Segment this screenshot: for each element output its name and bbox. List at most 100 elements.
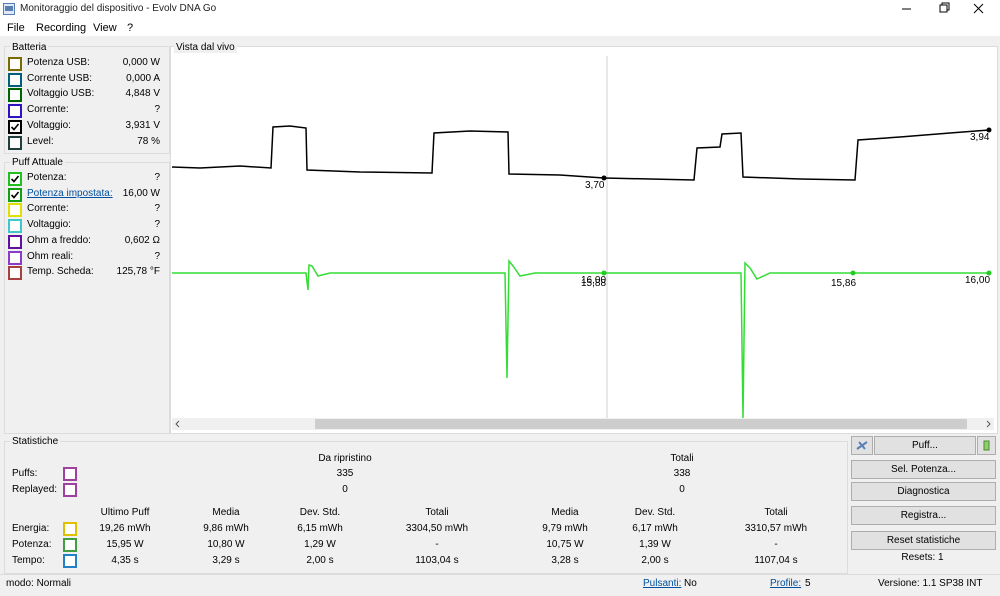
row-label: Corrente USB: — [27, 72, 93, 84]
live-chart — [172, 56, 992, 418]
stat-value: 1103,04 s — [415, 555, 459, 566]
row-value: ? — [154, 250, 160, 262]
row-label: Corrente: — [27, 104, 69, 116]
action-button[interactable]: Diagnostica — [851, 482, 996, 501]
row-label: Voltaggio: — [27, 219, 71, 231]
status-value: 5 — [805, 578, 811, 589]
stat-value: 3310,57 mWh — [744, 523, 808, 534]
chart-label: 16,00 — [965, 275, 991, 286]
puff-group — [4, 162, 170, 434]
action-button[interactable]: Registra... — [851, 506, 996, 525]
stat-value: 10,75 W — [546, 539, 584, 550]
row-label: Ohm reali: — [27, 250, 74, 262]
column-header: Media — [212, 507, 240, 518]
trace-marker — [601, 270, 607, 276]
app-icon — [3, 3, 15, 15]
column-header: Dev. Std. — [299, 507, 341, 518]
scroll-thumb[interactable] — [315, 419, 967, 429]
checkbox[interactable] — [8, 135, 22, 150]
row-label: Voltaggio: — [27, 119, 71, 131]
row-value: ? — [154, 104, 160, 116]
icon-button[interactable] — [977, 436, 996, 455]
checkbox[interactable] — [63, 554, 77, 568]
checkbox[interactable] — [63, 483, 77, 497]
count-value: 0 — [342, 484, 348, 495]
puff-button[interactable]: Puff... — [874, 436, 976, 455]
row-label: Potenza: — [12, 539, 52, 550]
count-value: 338 — [673, 468, 691, 479]
stat-value: 1107,04 s — [754, 555, 798, 566]
menu-item[interactable]: File — [7, 22, 25, 34]
row-label: Corrente: — [27, 203, 69, 215]
status-mode: modo: Normali — [6, 578, 72, 589]
status-bar — [0, 574, 1000, 596]
row-value: ? — [154, 219, 160, 231]
stat-value: 19,26 mWh — [99, 523, 151, 534]
menu-item[interactable]: Recording — [36, 22, 87, 34]
checkbox[interactable] — [8, 172, 22, 186]
checkbox[interactable] — [8, 72, 22, 87]
column-header: Dev. Std. — [634, 507, 676, 518]
checkbox[interactable] — [8, 187, 22, 202]
row-label: Potenza: — [27, 172, 67, 183]
stat-value: 1,29 W — [304, 539, 336, 550]
live-view-title: Vista dal vivo — [174, 42, 237, 53]
resets-label: Resets: 1 — [901, 552, 944, 563]
status-link[interactable]: Pulsanti: — [643, 578, 682, 589]
row-label: Potenza USB: — [27, 57, 90, 68]
power-trace — [172, 258, 989, 418]
checkbox[interactable] — [8, 219, 22, 234]
checkbox[interactable] — [8, 119, 22, 134]
window-controls[interactable] — [890, 0, 1000, 18]
group-header: Da ripristino — [318, 453, 372, 464]
checkbox[interactable] — [8, 266, 22, 281]
checkbox[interactable] — [63, 467, 77, 481]
checkbox[interactable] — [8, 57, 22, 71]
column-header: Media — [551, 507, 579, 518]
group-title: Puff Attuale — [10, 157, 65, 168]
row-label[interactable]: Potenza impostata: — [27, 187, 113, 199]
status-version: Versione: 1.1 SP38 INT — [878, 578, 983, 589]
checkbox[interactable] — [8, 104, 22, 119]
chart-label: 15,88 — [581, 278, 607, 289]
checkbox[interactable] — [63, 522, 77, 536]
live-view-group — [170, 46, 998, 434]
checkbox[interactable] — [8, 250, 22, 265]
column-header: Totali — [425, 507, 449, 518]
scroll-arrows[interactable] — [174, 419, 994, 429]
action-button[interactable]: Sel. Potenza... — [851, 460, 996, 479]
row-label: Level: — [27, 135, 54, 147]
column-header: Totali — [764, 507, 788, 518]
row-label: Ohm a freddo: — [27, 234, 91, 246]
row-value: 125,78 °F — [116, 266, 160, 278]
stat-value: 15,95 W — [106, 539, 144, 550]
row-value: 0,000 W — [122, 57, 160, 68]
stat-value: 6,17 mWh — [632, 523, 678, 534]
row-value: ? — [154, 203, 160, 215]
checkbox[interactable] — [8, 203, 22, 218]
title-bar — [0, 0, 1000, 18]
stat-value: 2,00 s — [641, 555, 669, 566]
row-label: Temp. Scheda: — [27, 266, 94, 278]
count-value: 335 — [336, 468, 354, 479]
stat-value: 9,79 mWh — [542, 523, 588, 534]
menu-bar — [0, 18, 1000, 36]
trace-marker — [601, 175, 607, 181]
stat-value: 6,15 mWh — [297, 523, 343, 534]
stat-value: - — [435, 539, 439, 550]
checkbox[interactable] — [8, 234, 22, 249]
stat-value: 3304,50 mWh — [405, 523, 469, 534]
row-value: 0,602 Ω — [124, 234, 160, 246]
stat-value: 3,28 s — [551, 555, 579, 566]
status-link[interactable]: Profile: — [770, 578, 802, 589]
menu-item[interactable]: ? — [127, 22, 134, 34]
action-button[interactable]: Reset statistiche — [851, 531, 996, 550]
stat-value: 4,35 s — [111, 555, 139, 566]
icon-button[interactable] — [851, 436, 873, 455]
checkbox[interactable] — [8, 88, 22, 103]
voltage-trace — [172, 125, 990, 181]
column-header: Ultimo Puff — [100, 507, 150, 518]
row-value: 4,848 V — [125, 88, 160, 100]
menu-item[interactable]: View — [93, 22, 117, 34]
checkbox[interactable] — [63, 538, 77, 552]
